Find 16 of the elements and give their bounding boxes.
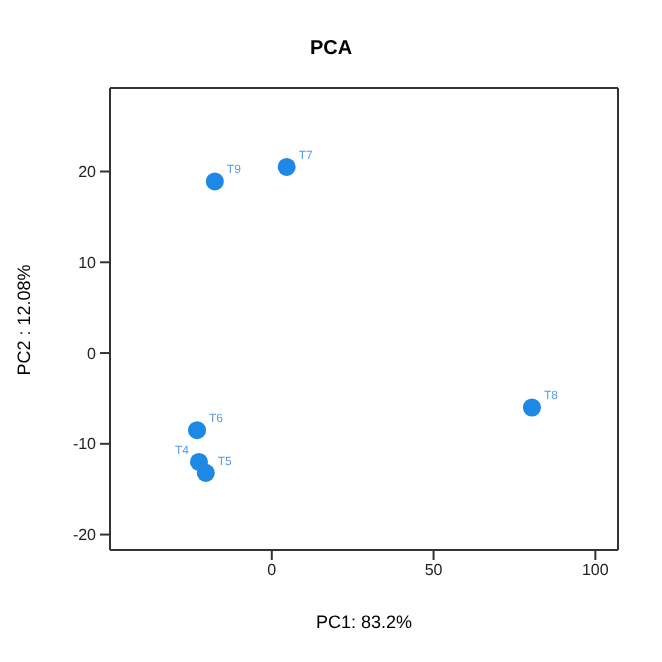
y-tick-label: 0 bbox=[87, 344, 98, 363]
y-tick-label: 10 bbox=[78, 253, 98, 272]
point bbox=[205, 172, 224, 191]
point bbox=[196, 463, 215, 482]
chart-title: PCA bbox=[307, 38, 355, 60]
y-tick-label: 20 bbox=[78, 163, 98, 182]
y-tick-label: -10 bbox=[72, 435, 98, 454]
y-tick-label: -20 bbox=[72, 526, 98, 545]
x-tick-label: 100 bbox=[581, 561, 610, 580]
x-axis-title: PC1: 83.2% bbox=[313, 612, 415, 632]
point bbox=[188, 421, 207, 440]
y-axis-title: PC2 : 12.08% bbox=[14, 264, 34, 376]
point bbox=[277, 157, 296, 176]
x-tick-label: 50 bbox=[424, 561, 444, 580]
x-tick-label: 0 bbox=[267, 561, 278, 580]
point bbox=[522, 398, 541, 417]
